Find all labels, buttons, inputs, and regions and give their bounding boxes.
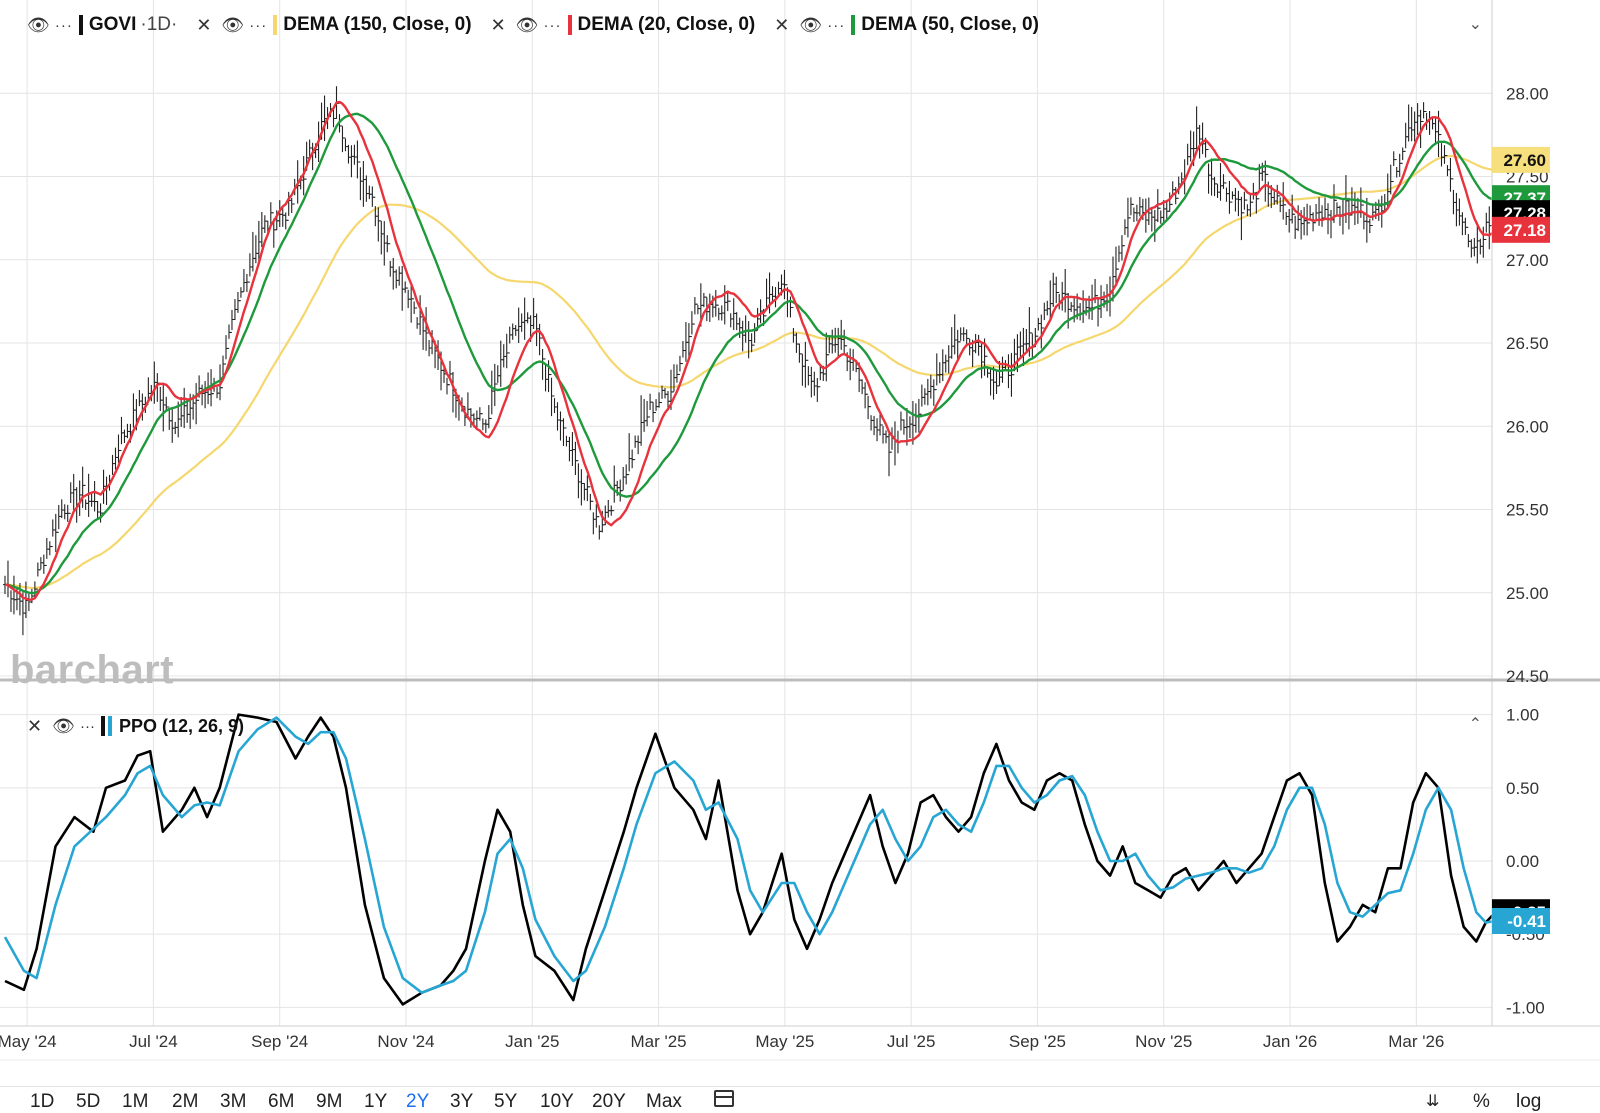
y-tick-label: 25.50: [1506, 501, 1549, 520]
timeframe-10y[interactable]: 10Y: [540, 1091, 574, 1112]
main-legend: 👁 ··· GOVI ·1D· ✕ 👁 ··· DEMA (150, Close…: [22, 10, 1053, 40]
timeframe-3y[interactable]: 3Y: [450, 1091, 474, 1112]
x-tick-label: Jul '24: [129, 1032, 178, 1051]
ppo-series-signal: [3, 716, 1496, 995]
price-label-text: 27.18: [1503, 221, 1546, 240]
symbol-name: GOVI: [88, 14, 137, 35]
study-label: DEMA (150, Close, 0): [283, 14, 472, 35]
timeframe-toolbar: 1D 5D 1M 2M 3M 6M 9M 1Y 2Y 3Y 5Y 10Y 20Y Max ⇊ % log: [0, 1086, 1600, 1113]
y-tick-label: 26.50: [1506, 334, 1549, 353]
percent-toggle[interactable]: %: [1473, 1091, 1490, 1112]
timeframe-1m[interactable]: 1M: [122, 1091, 149, 1112]
ppo-price-label-box: [1492, 908, 1550, 935]
timeframe-9m[interactable]: 9M: [316, 1091, 343, 1112]
interval-label: ·1D·: [140, 14, 178, 35]
price-label-box: [1492, 216, 1550, 243]
ppo-lines: [3, 713, 1497, 1006]
chevron-up-icon[interactable]: ⌃: [1468, 716, 1482, 733]
timeframe-1d[interactable]: 1D: [30, 1091, 55, 1112]
close-icon[interactable]: ✕: [490, 14, 506, 35]
calendar-icon[interactable]: [714, 1090, 734, 1107]
signal-color-swatch: [107, 716, 112, 736]
double-chevron-down-icon[interactable]: ⇊: [1426, 1093, 1440, 1110]
y-tick-label: 28.00: [1506, 84, 1549, 103]
study-color-swatch: [567, 15, 572, 35]
legend-study-dema20: ✕ 👁 ··· DEMA (20, Close, 0): [486, 14, 756, 36]
timeframe-1y[interactable]: 1Y: [364, 1091, 388, 1112]
price-label-text: 27.60: [1503, 151, 1546, 170]
dema-50-series: [4, 112, 1496, 595]
x-tick-label: Sep '25: [1009, 1032, 1066, 1051]
price-label-box: [1492, 146, 1550, 173]
study-color-swatch: [273, 15, 278, 35]
y-tick-label: 25.00: [1506, 584, 1549, 603]
ppo-price-label-text: -0.41: [1507, 912, 1546, 931]
close-icon[interactable]: ✕: [196, 14, 212, 35]
more-icon[interactable]: ···: [827, 16, 846, 34]
eye-icon[interactable]: 👁: [221, 14, 245, 35]
grid-lines: [0, 0, 1492, 1026]
dema-20-line: [4, 100, 1496, 601]
axes: [0, 0, 1600, 1061]
x-tick-label: Jan '25: [505, 1032, 559, 1051]
legend-study-dema150: ✕ 👁 ··· DEMA (150, Close, 0): [191, 14, 472, 36]
close-icon[interactable]: ✕: [27, 715, 43, 736]
x-tick-label: May '25: [755, 1032, 814, 1051]
timeframe-max[interactable]: Max: [646, 1091, 682, 1112]
study-color-swatch: [851, 15, 856, 35]
timeframe-5y[interactable]: 5Y: [494, 1091, 518, 1112]
x-tick-label: Mar '25: [630, 1032, 686, 1051]
interval-value: 1D: [146, 14, 171, 35]
y-tick-label: 26.00: [1506, 417, 1549, 436]
ppo-y-tick-label: 0.00: [1506, 852, 1539, 871]
timeframe-6m[interactable]: 6M: [268, 1091, 295, 1112]
y-tick-label: 27.00: [1506, 251, 1549, 270]
dema-150-series: [4, 154, 1496, 590]
ppo-legend: ✕ 👁 ··· PPO (12, 26, 9): [22, 712, 244, 740]
more-icon[interactable]: ···: [543, 16, 562, 34]
eye-icon[interactable]: 👁: [52, 715, 75, 736]
log-toggle[interactable]: log: [1516, 1091, 1542, 1112]
ppo-series-ppo: [4, 713, 1497, 1006]
timeframe-2m[interactable]: 2M: [172, 1091, 199, 1112]
ppo-y-tick-label: 1.00: [1506, 706, 1539, 725]
legend-study-dema50: ✕ 👁 ··· DEMA (50, Close, 0): [769, 14, 1039, 36]
eye-icon[interactable]: 👁: [799, 14, 823, 35]
eye-icon[interactable]: 👁: [27, 14, 50, 35]
more-icon[interactable]: ···: [79, 717, 95, 735]
x-tick-label: Nov '24: [377, 1032, 434, 1051]
legend-symbol: 👁 ··· GOVI ·1D·: [22, 14, 177, 36]
symbol-color-swatch: [78, 15, 83, 35]
y-tick-label: 24.50: [1506, 667, 1549, 686]
timeframe-3m[interactable]: 3M: [220, 1091, 247, 1112]
x-tick-label: Jul '25: [887, 1032, 936, 1051]
x-tick-label: May '24: [0, 1032, 57, 1051]
x-tick-label: Mar '26: [1388, 1032, 1444, 1051]
x-tick-label: Sep '24: [251, 1032, 308, 1051]
chevron-down-icon[interactable]: ⌄: [1468, 16, 1482, 33]
more-icon[interactable]: ···: [54, 16, 73, 34]
timeframe-2y[interactable]: 2Y: [406, 1091, 430, 1112]
dema-150-line: [4, 154, 1496, 590]
watermark-logo: barchart: [10, 648, 175, 692]
dema-20-series: [4, 100, 1496, 601]
eye-icon[interactable]: 👁: [515, 14, 539, 35]
timeframe-5d[interactable]: 5D: [76, 1091, 101, 1112]
ppo-y-tick-label: -1.00: [1506, 998, 1545, 1017]
close-icon[interactable]: ✕: [774, 14, 790, 35]
dema-50-line: [4, 112, 1496, 595]
ppo-label: PPO (12, 26, 9): [118, 715, 245, 736]
price-bars: [3, 86, 1498, 636]
more-icon[interactable]: ···: [249, 16, 268, 34]
axis-labels: May '24 Jul '24 Sep '24 Nov '24 Jan '25 Mar '…: [0, 84, 1550, 1051]
timeframe-20y[interactable]: 20Y: [592, 1091, 626, 1112]
study-label: DEMA (20, Close, 0): [577, 14, 756, 35]
study-label: DEMA (50, Close, 0): [861, 14, 1039, 35]
ppo-y-tick-label: 0.50: [1506, 779, 1539, 798]
x-tick-label: Nov '25: [1135, 1032, 1192, 1051]
x-tick-label: Jan '26: [1263, 1032, 1317, 1051]
ppo-color-swatch: [100, 716, 105, 736]
